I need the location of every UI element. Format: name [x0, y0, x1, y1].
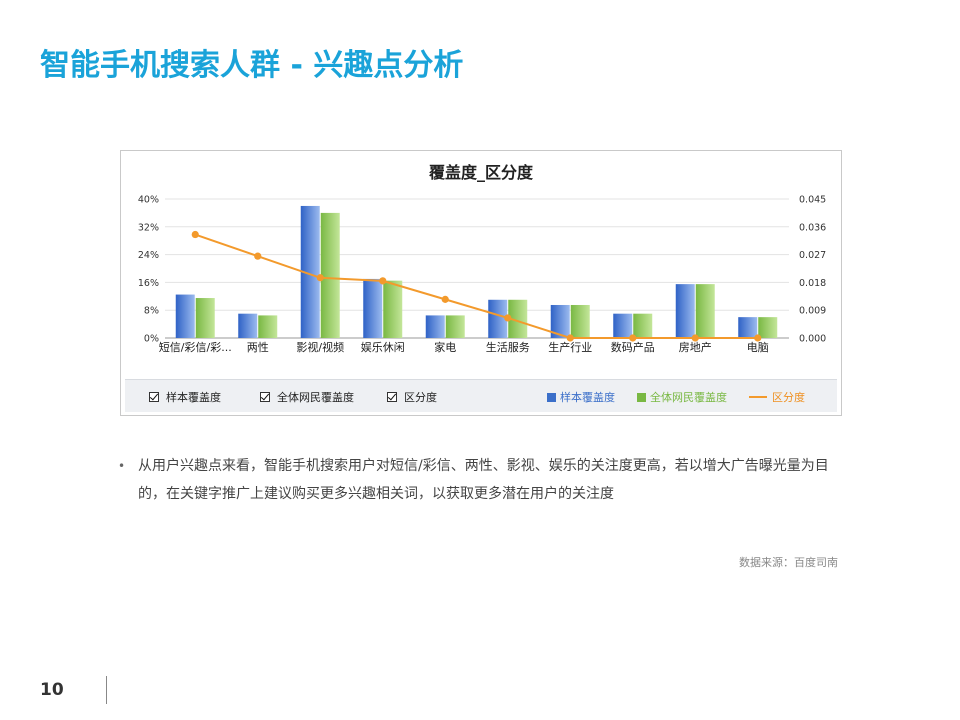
legend-key-label: 全体网民覆盖度	[650, 391, 727, 404]
line-point	[254, 252, 262, 260]
x-tick-label: 房地产	[679, 340, 712, 354]
line-point	[441, 295, 449, 303]
bar-all-coverage	[258, 315, 278, 338]
legend-swatch	[547, 392, 556, 402]
line-discrimination	[194, 233, 758, 339]
legend-key-label: 样本覆盖度	[560, 391, 615, 404]
y-left-tick-label: 8%	[144, 306, 159, 317]
insight-bullet: • 从用户兴趣点来看，智能手机搜索用户对短信/彩信、两性、影视、娱乐的关注度更高…	[118, 452, 848, 508]
bar-all-coverage	[570, 304, 590, 338]
bar-all-coverage	[758, 317, 778, 338]
bar-all-coverage	[195, 298, 215, 338]
y-left-tick-label: 16%	[138, 278, 159, 289]
line-point	[629, 334, 637, 342]
line-point	[504, 314, 512, 322]
x-tick-label: 电脑	[747, 341, 769, 354]
x-tick-label: 生产行业	[548, 340, 592, 354]
line-point	[379, 277, 387, 285]
y-right-tick-label: 0.045	[799, 195, 826, 206]
bar-all-coverage	[445, 315, 465, 338]
x-tick-label: 数码产品	[611, 340, 655, 354]
y-right-tick-label: 0.027	[799, 250, 826, 261]
x-tick-label: 两性	[247, 340, 269, 354]
legend-toggle-line[interactable]: 区分度	[387, 389, 437, 405]
checkbox-checked-icon[interactable]	[387, 392, 397, 402]
y-right-tick-label: 0.000	[799, 334, 826, 345]
line-point	[191, 230, 199, 239]
bar-layer	[175, 205, 778, 338]
legend-key-label: 区分度	[772, 391, 805, 404]
y-right-tick-label: 0.036	[799, 222, 826, 233]
line-point	[754, 334, 762, 342]
bar-sample-coverage	[175, 294, 195, 338]
bar-sample-coverage	[425, 315, 445, 338]
legend-swatch	[749, 396, 767, 398]
bar-sample-coverage	[550, 304, 570, 338]
checkbox-checked-icon[interactable]	[260, 392, 270, 402]
bar-sample-coverage	[488, 299, 508, 338]
legend-key-sample: 样本覆盖度	[547, 389, 615, 405]
bullet-dot-icon: •	[118, 459, 126, 473]
legend-swatch	[637, 392, 646, 402]
legend-toggle-all[interactable]: 全体网民覆盖度	[260, 389, 354, 405]
bar-sample-coverage	[675, 284, 695, 338]
chart-canvas: 覆盖度_区分度 0% 0.000 8% 0.009 16% 0.018 24% 0.027 32…	[138, 163, 826, 355]
bar-sample-coverage	[613, 313, 633, 338]
insight-text: 从用户兴趣点来看，智能手机搜索用户对短信/彩信、两性、影视、娱乐的关注度更高，若…	[138, 458, 829, 502]
y-left-tick-label: 24%	[138, 250, 159, 261]
bar-all-coverage	[633, 313, 653, 338]
chart-panel: 覆盖度_区分度 0% 0.000 8% 0.009 16% 0.018 24% 0.027 32…	[120, 150, 842, 416]
legend-key-line: 区分度	[749, 389, 805, 405]
bar-all-coverage	[508, 299, 528, 338]
y-right-tick-label: 0.009	[799, 306, 826, 317]
axis-layer: 0% 0.000 8% 0.009 16% 0.018 24% 0.027 32% 0.036 40…	[138, 195, 826, 355]
y-left-tick-label: 32%	[138, 222, 159, 233]
line-point	[316, 274, 324, 282]
line-layer	[191, 230, 762, 342]
line-point	[691, 334, 699, 342]
legend-bar: 样本覆盖度 全体网民覆盖度 区分度 样本覆盖度 全体网民覆盖度 区分度	[125, 379, 837, 412]
y-left-tick-label: 40%	[138, 195, 159, 206]
x-tick-label: 生活服务	[486, 340, 530, 354]
bar-sample-coverage	[738, 317, 758, 338]
checkbox-checked-icon[interactable]	[149, 392, 159, 402]
legend-toggle-label: 区分度	[404, 391, 437, 404]
y-left-tick-label: 0%	[144, 334, 159, 345]
legend-key-all: 全体网民覆盖度	[637, 389, 727, 405]
x-tick-label: 影视/视频	[296, 340, 344, 354]
legend-toggle-sample[interactable]: 样本覆盖度	[149, 389, 221, 405]
legend-toggle-label: 全体网民覆盖度	[277, 391, 354, 404]
x-tick-label: 短信/彩信/彩...	[159, 340, 232, 354]
y-right-tick-label: 0.018	[799, 278, 826, 289]
bar-sample-coverage	[363, 278, 383, 338]
bar-all-coverage	[383, 280, 403, 338]
chart-title: 覆盖度_区分度	[428, 163, 534, 182]
x-tick-label: 娱乐休闲	[361, 340, 405, 354]
bar-sample-coverage	[300, 205, 320, 338]
source-note: 数据来源：百度司南	[739, 556, 838, 569]
page-title: 智能手机搜索人群 - 兴趣点分析	[40, 48, 464, 83]
x-tick-label: 家电	[434, 340, 456, 354]
page-divider	[106, 676, 107, 704]
legend-toggle-label: 样本覆盖度	[166, 391, 221, 404]
bar-all-coverage	[695, 284, 715, 338]
line-point	[566, 334, 574, 342]
bar-all-coverage	[320, 212, 340, 338]
page-number: 10	[40, 680, 64, 700]
bar-sample-coverage	[238, 313, 258, 338]
